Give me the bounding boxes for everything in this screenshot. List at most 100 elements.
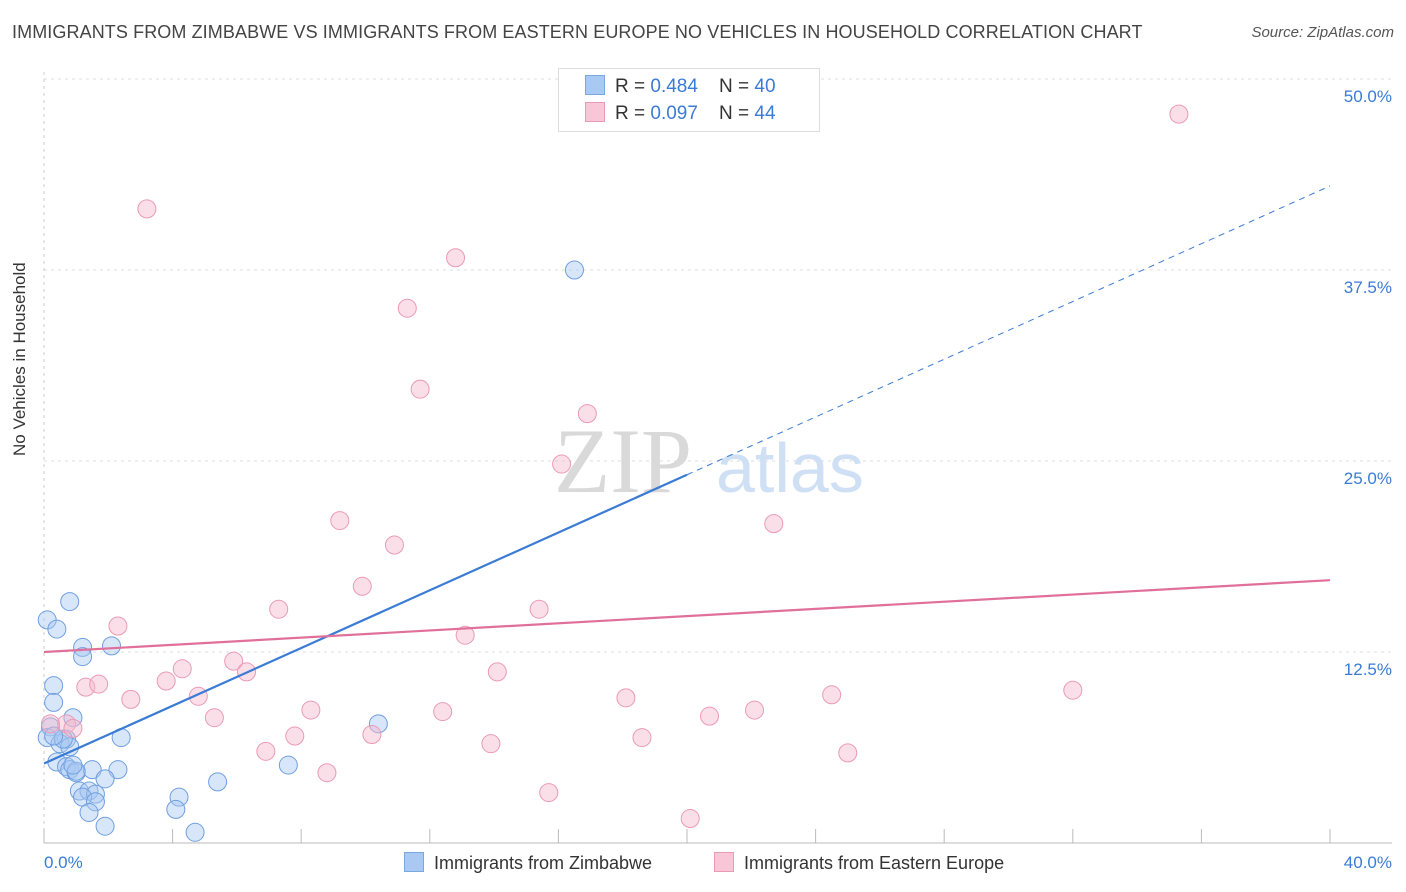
data-point-eastern-europe [1063,680,1083,700]
x-tick-label-max: 40.0% [1343,853,1392,872]
data-point-eastern-europe [63,718,83,738]
data-point-eastern-europe [121,689,141,709]
data-point-zimbabwe [278,755,298,775]
legend-n-label: N = [719,103,755,124]
x-tick-label-min: 0.0% [44,853,83,872]
data-point-eastern-europe [700,706,720,726]
bottom-legend-swatch-blue [404,852,424,872]
data-point-eastern-europe [362,725,382,745]
data-point-zimbabwe [95,769,115,789]
data-point-zimbabwe [95,816,115,836]
watermark-atlas: atlas [716,429,864,507]
bottom-legend-eastern-europe: Immigrants from Eastern Europe [714,852,1004,874]
data-point-zimbabwe [66,761,86,781]
x-axis [43,829,1392,844]
data-point-zimbabwe [82,760,102,780]
data-point-eastern-europe [487,662,507,682]
y-tick-label: 50.0% [1343,87,1392,106]
data-point-zimbabwe [85,784,105,804]
data-point-eastern-europe [256,741,276,761]
data-point-eastern-europe [446,248,466,268]
data-point-zimbabwe [368,714,388,734]
y-tick-label: 12.5% [1343,660,1392,679]
bottom-legend-label: Immigrants from Eastern Europe [744,853,1005,873]
data-point-eastern-europe [224,651,244,671]
data-point-eastern-europe [137,199,157,219]
data-point-eastern-europe [481,734,501,754]
y-axis-label: No Vehicles in Household [10,262,29,456]
watermark: ZIP atlas [554,410,864,512]
data-point-eastern-europe [269,599,289,619]
data-point-eastern-europe [204,708,224,728]
legend-swatch-pink [585,102,605,122]
y-tick-label: 37.5% [1343,278,1392,297]
data-point-zimbabwe [108,760,128,780]
legend-r-label: R = [615,103,651,124]
legend-r-value: 0.097 [650,103,698,124]
data-point-zimbabwe [73,647,93,667]
data-point-eastern-europe [632,728,652,748]
data-point-zimbabwe [102,636,122,656]
data-point-eastern-europe [616,688,636,708]
trend-lines [43,185,1331,765]
legend-r-label: R = [615,76,651,97]
data-point-zimbabwe [169,787,189,807]
data-point-zimbabwe [166,799,186,819]
data-point-eastern-europe [301,700,321,720]
data-point-eastern-europe [745,700,765,720]
chart-title: IMMIGRANTS FROM ZIMBABWE VS IMMIGRANTS F… [12,22,1143,42]
data-point-eastern-europe [838,743,858,763]
bottom-legend-label: Immigrants from Zimbabwe [434,853,653,873]
data-point-eastern-europe [330,511,350,531]
data-point-eastern-europe [108,616,128,636]
data-point-eastern-europe [352,576,372,596]
legend-row-zimbabwe: R = 0.484 N = 40 [585,75,776,98]
data-point-eastern-europe [317,763,337,783]
data-point-eastern-europe [455,625,475,645]
data-point-eastern-europe [1169,104,1189,124]
data-point-zimbabwe [57,757,77,777]
data-point-zimbabwe [69,781,89,801]
data-point-eastern-europe [680,809,700,829]
legend-swatch-blue [585,75,605,95]
data-point-eastern-europe [76,677,96,697]
data-point-zimbabwe [44,692,64,712]
data-point-zimbabwe [47,619,67,639]
data-point-zimbabwe [208,772,228,792]
legend-n-value: 40 [754,76,776,97]
series-eastern-europe-points [40,104,1189,829]
bottom-legend-swatch-pink [714,852,734,872]
data-point-eastern-europe [156,671,176,691]
data-point-eastern-europe [285,726,305,746]
watermark-zip: ZIP [554,410,692,512]
data-point-eastern-europe [397,298,417,318]
legend-r-value: 0.484 [650,76,698,97]
data-point-zimbabwe [60,737,80,757]
data-point-zimbabwe [44,726,64,746]
data-point-zimbabwe [85,792,105,812]
source-label: Source: ZipAtlas.com [1251,24,1394,41]
data-point-eastern-europe [539,783,559,803]
data-point-zimbabwe [63,755,83,775]
legend-n-label: N = [719,76,755,97]
data-point-eastern-europe [410,379,430,399]
data-point-eastern-europe [40,714,60,734]
data-point-eastern-europe [764,514,784,534]
data-point-zimbabwe [60,592,80,612]
data-point-eastern-europe [384,535,404,555]
trendline-zimbabwe [43,473,688,765]
data-point-eastern-europe [577,404,597,424]
data-point-eastern-europe [89,674,109,694]
data-point-eastern-europe [433,702,453,722]
correlation-legend: R = 0.484 N = 40 R = 0.097 N = 44 [558,68,820,132]
legend-n-value: 44 [754,103,776,124]
data-point-eastern-europe [172,659,192,679]
trendline-zimbabwe-extension [686,185,1331,476]
data-point-zimbabwe [44,676,64,696]
y-tick-label: 25.0% [1343,469,1392,488]
trendline-eastern-europe [43,579,1331,654]
bottom-legend-zimbabwe: Immigrants from Zimbabwe [404,852,652,874]
legend-row-eastern-europe: R = 0.097 N = 44 [585,102,776,125]
data-point-eastern-europe [552,454,572,474]
